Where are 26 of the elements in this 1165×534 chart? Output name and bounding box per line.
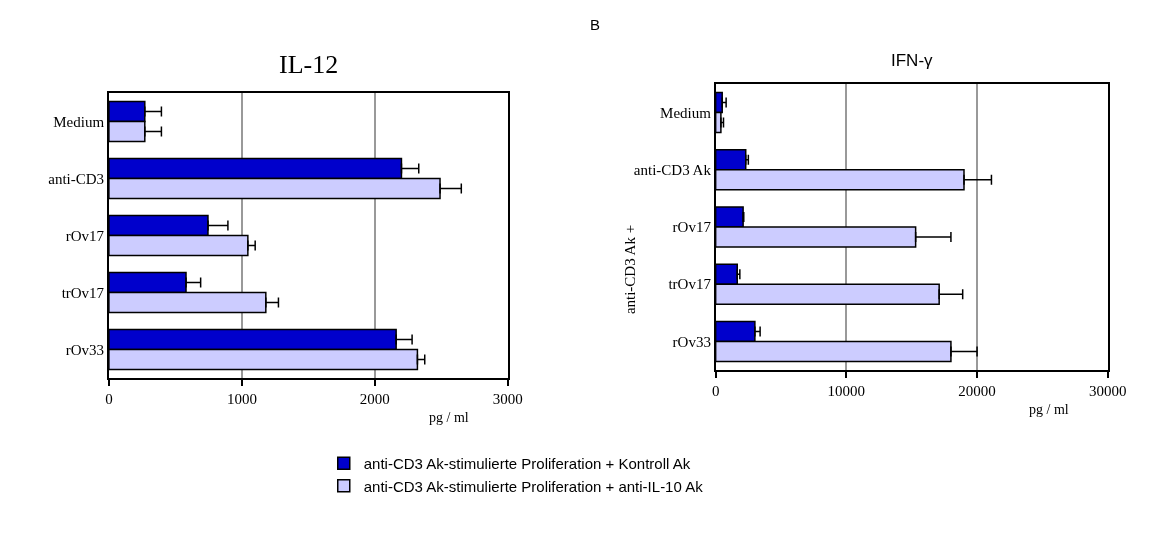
chart-title: IFN-γ [891,51,934,70]
x-tick-label: 2000 [359,390,390,407]
y-tick-label: rOv17 [65,227,105,244]
x-axis-title: pg / ml [1029,402,1069,417]
x-tick-label: 0 [105,390,113,407]
y-tick-label: anti-CD3 Ak [633,162,712,179]
y-tick-label: Medium [660,104,712,121]
y-tick-label: rOv33 [672,333,711,350]
x-tick-label: 1000 [226,390,257,407]
legend-label: anti-CD3 Ak-stimulierte Proliferation + anti-IL-10 Ak [363,477,704,495]
x-tick-label: 30000 [1089,382,1127,399]
x-tick-label: 0 [711,382,720,399]
x-axis-title: pg / ml [429,410,469,425]
legend-label: anti-CD3 Ak-stimulierte Proliferation + Kontroll Ak [363,455,691,473]
y-tick-label: rOv33 [65,341,105,358]
y-tick-label: trOv17 [61,284,105,301]
chart-title: IL-12 [279,50,339,79]
y-axis-title: anti-CD3 Ak + [621,224,638,315]
text: B [590,16,601,33]
y-tick-label: Medium [53,113,105,130]
x-tick-label: 20000 [958,382,996,399]
x-tick-label: 3000 [492,390,523,407]
y-tick-label: trOv17 [668,276,712,293]
x-tick-label: 10000 [827,382,866,399]
y-tick-label: anti-CD3 [48,170,105,187]
y-tick-label: rOv17 [672,219,712,236]
